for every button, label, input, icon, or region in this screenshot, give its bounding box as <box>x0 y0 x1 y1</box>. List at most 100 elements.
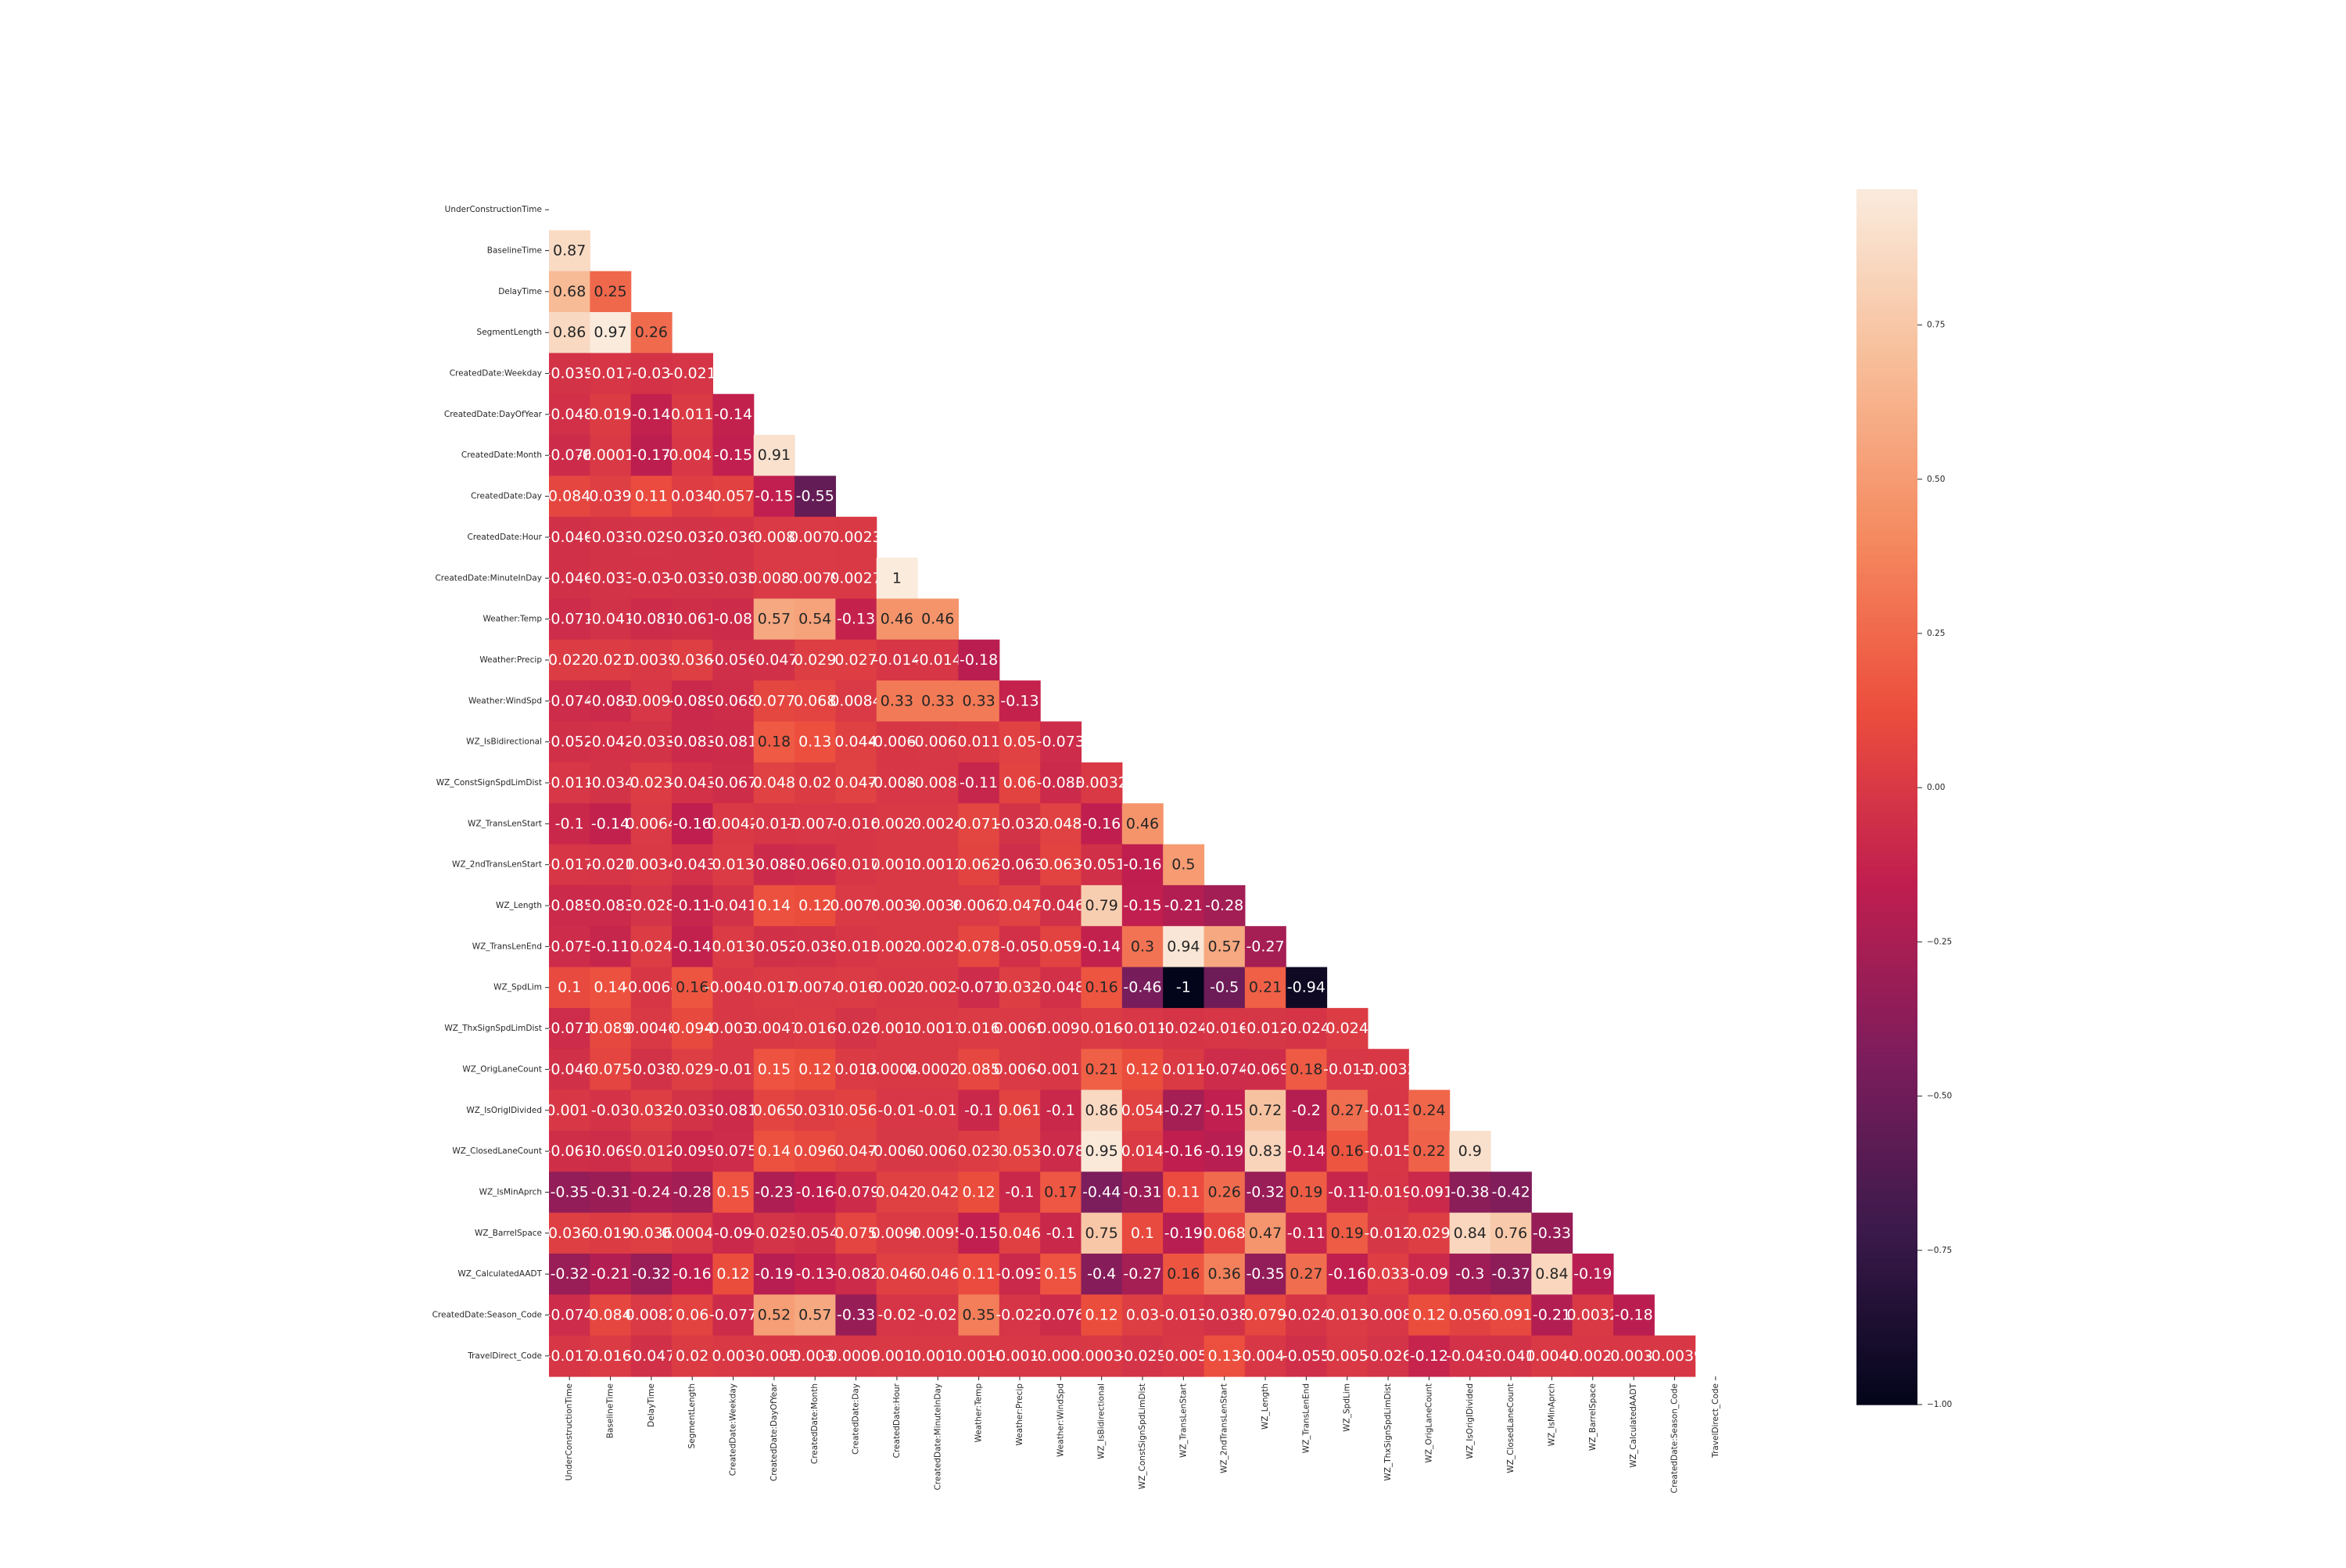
cell-annotation: -0.0062 <box>868 1143 925 1160</box>
heatmap-cell <box>1040 844 1082 886</box>
y-tick-label: CreatedDate:DayOfYear <box>444 410 543 419</box>
cell-annotation: 0.1 <box>1131 1225 1154 1242</box>
colorbar-segment <box>1856 926 1917 931</box>
cell-annotation: -0.091 <box>1405 1183 1453 1200</box>
heatmap-cell <box>999 1007 1041 1050</box>
heatmap-cell <box>835 516 877 558</box>
cell-annotation: -0.0009 <box>1032 1347 1089 1365</box>
cell-annotation: -0.026 <box>832 1020 880 1037</box>
cell-annotation: -0.3 <box>1455 1265 1484 1283</box>
cell-annotation: 0.72 <box>1249 1102 1282 1119</box>
heatmap-cell <box>672 475 713 518</box>
colorbar-segment <box>1856 1351 1917 1357</box>
heatmap-cell <box>1121 803 1164 845</box>
heatmap-cell <box>917 639 960 681</box>
colorbar-segment <box>1856 1128 1917 1134</box>
colorbar-segment <box>1856 1072 1917 1078</box>
heatmap-cell <box>876 721 918 763</box>
colorbar-segment <box>1856 270 1917 275</box>
cell-annotation: 0.068 <box>794 692 836 709</box>
cell-annotation: 0.034 <box>671 488 713 505</box>
colorbar-segment <box>1856 1226 1917 1231</box>
y-tick-label: TravelDirect_Code <box>467 1351 542 1361</box>
heatmap-cell <box>672 598 713 640</box>
cell-annotation: -0.0074 <box>787 815 844 832</box>
heatmap-cell <box>1081 844 1123 886</box>
cell-annotation: -0.32 <box>551 1265 589 1283</box>
cell-annotation: -0.036 <box>709 529 757 546</box>
y-tick-label: WZ_IsMinAprch <box>479 1187 542 1197</box>
cell-annotation: -0.28 <box>1205 897 1243 914</box>
colorbar-segment <box>1856 675 1917 680</box>
heatmap-cell <box>1531 1294 1573 1337</box>
colorbar-segment <box>1856 784 1917 790</box>
cell-annotation: -0.011 <box>546 774 594 791</box>
cell-annotation: 0.9 <box>1458 1143 1482 1160</box>
cell-annotation: -0.16 <box>673 1265 712 1283</box>
x-tick-label: CreatedDate:DayOfYear <box>769 1383 779 1481</box>
colorbar-segment <box>1856 1182 1917 1186</box>
colorbar-segment <box>1856 197 1917 203</box>
heatmap-cell <box>1449 1253 1491 1295</box>
heatmap-cell <box>999 680 1041 723</box>
cell-annotation: -0.005 <box>750 1347 798 1365</box>
cell-annotation: -0.33 <box>837 1306 875 1323</box>
cell-annotation: -0.074 <box>546 692 594 709</box>
heatmap-cell <box>590 271 632 313</box>
cell-annotation: 0.0032 <box>1075 774 1127 791</box>
colorbar-segment <box>1856 894 1917 899</box>
cell-annotation: -0.44 <box>1082 1183 1121 1200</box>
heatmap-cell <box>835 680 877 723</box>
heatmap-cell <box>1286 1130 1328 1172</box>
heatmap-cell <box>917 1294 960 1337</box>
x-tick-label: CreatedDate:Hour <box>892 1383 902 1458</box>
cell-annotation: -0.21 <box>1164 897 1203 914</box>
x-tick-label: WZ_IsOrigIDivided <box>1465 1383 1475 1459</box>
colorbar-segment <box>1856 760 1917 766</box>
cell-annotation: 0.86 <box>553 324 586 341</box>
colorbar-segment <box>1856 286 1917 292</box>
cell-annotation: -0.076 <box>1037 1306 1085 1323</box>
cell-annotation: 0.16 <box>1331 1143 1364 1160</box>
cell-annotation: 0.19 <box>1290 1183 1322 1200</box>
heatmap-cell <box>835 721 877 763</box>
cell-annotation: 0.57 <box>798 1306 831 1323</box>
cell-annotation: -0.081 <box>627 611 675 628</box>
colorbar-segment <box>1856 1254 1917 1260</box>
cell-annotation: 0.011 <box>671 406 713 423</box>
colorbar-segment <box>1856 371 1917 376</box>
cell-annotation: 0.57 <box>758 611 791 628</box>
cell-annotation: -0.15 <box>1205 1102 1243 1119</box>
heatmap-cell <box>1244 1335 1286 1377</box>
heatmap-cell <box>753 967 795 1009</box>
heatmap-cell <box>1163 1007 1205 1050</box>
heatmap-cell <box>1367 1335 1409 1377</box>
colorbar-segment <box>1856 935 1917 939</box>
heatmap-cell <box>1408 1335 1451 1377</box>
heatmap-cell <box>999 1172 1041 1214</box>
cell-annotation: -0.069 <box>1241 1060 1289 1078</box>
heatmap-cell <box>753 926 795 968</box>
cell-annotation: -0.16 <box>1123 856 1161 874</box>
heatmap-cell <box>712 516 755 558</box>
heatmap-cell <box>795 1335 837 1377</box>
cell-annotation: -0.043 <box>669 856 716 874</box>
cell-annotation: 0.03 <box>1126 1306 1159 1323</box>
cell-annotation: 0.86 <box>1085 1102 1117 1119</box>
heatmap-cell <box>1163 967 1205 1009</box>
cell-annotation: 0.0011 <box>912 1347 963 1365</box>
cell-annotation: -0.035 <box>546 365 594 382</box>
heatmap-cell <box>590 516 632 558</box>
heatmap-cell <box>1040 967 1082 1009</box>
heatmap-cell <box>712 884 755 927</box>
cell-annotation: -0.083 <box>669 734 716 751</box>
cell-annotation: 0.056 <box>1449 1306 1491 1323</box>
cell-annotation: -0.35 <box>1246 1265 1284 1283</box>
colorbar-segment <box>1856 764 1917 770</box>
colorbar-segment <box>1856 1064 1917 1069</box>
heatmap-cell <box>795 1130 837 1172</box>
y-tick-label: SegmentLength <box>477 328 542 337</box>
cell-annotation: 0.053 <box>999 1143 1041 1160</box>
heatmap-cell <box>1326 1007 1368 1050</box>
cell-annotation: -0.15 <box>1123 897 1161 914</box>
